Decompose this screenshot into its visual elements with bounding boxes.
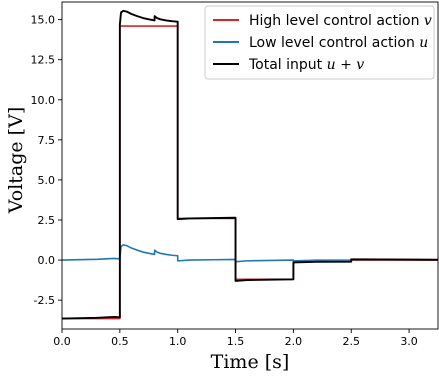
y-tick-label: 10.0 [31,94,56,107]
series-line-3 [62,9,438,320]
axes: 0.0 0.5 1.0 1.5 2.0 2.5 3.0 -2.5 0.0 2.5 5.0 7.5 10.… [31,1,439,348]
y-tick-label: 5.0 [38,174,56,187]
series-line-2 [62,244,438,263]
x-tick-label: 0.0 [53,335,71,348]
x-tick-label: 1.0 [169,335,187,348]
x-tick-label: 2.0 [285,335,303,348]
y-tick-label: 7.5 [38,134,56,147]
legend-math-3: u + v [327,57,365,73]
legend-label-1: High level control action v [249,13,432,29]
x-axis-label: Time [s] [211,351,290,373]
x-tick-label: 3.0 [400,335,418,348]
legend-math-2: u [419,35,428,51]
legend-box [204,5,435,80]
legend: High level control action v Low level con… [204,5,435,80]
x-tick-label: 0.5 [111,335,129,348]
y-tick-label: 2.5 [38,214,56,227]
y-tick-label: 0.0 [38,254,56,267]
y-tick-label: 12.5 [31,54,56,67]
y-tick-label: -2.5 [34,294,55,307]
legend-math-1: v [424,13,432,29]
legend-label-3: Total input u + v [248,57,364,73]
y-axis-label: Voltage [V] [5,107,27,214]
y-tick-label: 15.0 [31,14,56,27]
x-tick-label: 2.5 [342,335,360,348]
axes-frame [61,1,439,330]
legend-label-2: Low level control action u [249,35,428,51]
x-tick-label: 1.5 [227,335,245,348]
plot-area [62,9,438,320]
